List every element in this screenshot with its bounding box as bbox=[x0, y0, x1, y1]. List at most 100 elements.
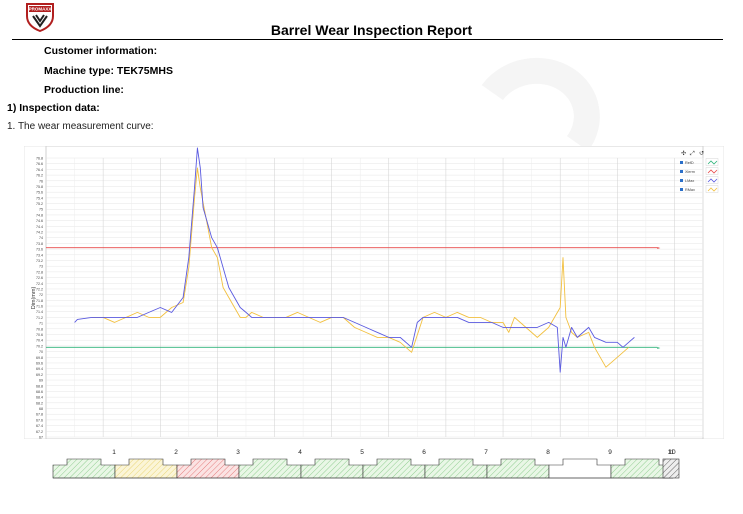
move-icon[interactable]: ✣ bbox=[681, 150, 686, 157]
y-tick-label: 71.4 bbox=[36, 310, 43, 314]
legend-label: RefD bbox=[685, 161, 694, 165]
zone-8: 8 bbox=[486, 449, 550, 479]
y-axis-label: Dim(mm) bbox=[31, 287, 37, 310]
y-tick-label: 69 bbox=[39, 379, 43, 383]
y-tick-label: 67.4 bbox=[36, 424, 43, 428]
y-tick-label: 71.6 bbox=[36, 305, 43, 309]
y-tick-label: 74.6 bbox=[36, 219, 43, 223]
customer-info: Customer information: bbox=[44, 45, 158, 57]
zone-segment bbox=[662, 458, 680, 479]
legend-icon-box bbox=[705, 176, 719, 184]
y-tick-label: 72.6 bbox=[36, 276, 43, 280]
y-tick-label: 70.4 bbox=[36, 339, 43, 343]
reference-line-arrow: ► bbox=[657, 345, 661, 350]
chart-legend: RefD Xlerm LMax RMax bbox=[680, 158, 719, 193]
y-tick-label: 69.4 bbox=[36, 367, 43, 371]
y-tick-labels: 76.876.6 76.4 76.276 75.8 75.675.4 75.2 7574.8… bbox=[36, 157, 43, 440]
legend-icon bbox=[707, 169, 718, 174]
zone-segment bbox=[52, 458, 116, 479]
y-tick-label: 76.8 bbox=[36, 157, 43, 161]
reset-icon[interactable]: ↺ bbox=[699, 150, 704, 157]
zone-3: 3 bbox=[176, 449, 240, 479]
plot-area bbox=[45, 146, 704, 439]
zone-label: 7 bbox=[484, 449, 488, 456]
y-tick-label: 71.8 bbox=[36, 299, 43, 303]
zone-2: 2 bbox=[114, 449, 178, 479]
zoom-icon[interactable]: ⤢ bbox=[690, 150, 695, 157]
legend-icon bbox=[707, 178, 718, 183]
reference-line-arrow: ► bbox=[657, 245, 661, 250]
y-tick-label: 73.2 bbox=[36, 259, 43, 263]
y-tick-label: 74.4 bbox=[36, 225, 43, 229]
machine-type: Machine type: TEK75MHS bbox=[44, 65, 173, 77]
legend-label: RMax bbox=[685, 188, 695, 192]
zone-label: 3 bbox=[236, 449, 240, 456]
y-tick-label: 68.6 bbox=[36, 390, 43, 394]
y-tick-label: 75.4 bbox=[36, 196, 43, 200]
chart-grid bbox=[45, 157, 704, 438]
y-tick-label: 71.2 bbox=[36, 316, 43, 320]
y-tick-label: 69.6 bbox=[36, 361, 43, 365]
y-tick-label: 75.6 bbox=[36, 191, 43, 195]
zone-11: 11 bbox=[662, 449, 680, 479]
y-tick-label: 68.4 bbox=[36, 396, 43, 400]
y-tick-label: 73.8 bbox=[36, 242, 43, 246]
legend-label: LMax bbox=[685, 179, 694, 183]
y-tick-label: 74.8 bbox=[36, 213, 43, 217]
y-tick-label: 72 bbox=[39, 293, 43, 297]
y-tick-label: 75.2 bbox=[36, 202, 43, 206]
zone-label: 4 bbox=[298, 449, 302, 456]
legend-icon-box bbox=[705, 185, 719, 193]
zone-label: 1 bbox=[112, 449, 116, 456]
legend-icon bbox=[707, 160, 718, 165]
zone-label: 2 bbox=[174, 449, 178, 456]
y-tick-label: 68.2 bbox=[36, 401, 43, 405]
zone-segment bbox=[300, 458, 364, 479]
report-title: Barrel Wear Inspection Report bbox=[270, 22, 473, 38]
zone-label: 11 bbox=[668, 449, 675, 456]
zone-7: 7 bbox=[424, 449, 488, 479]
y-tick-label: 67.6 bbox=[36, 418, 43, 422]
series-line-rmax bbox=[91, 167, 629, 368]
zone-segment bbox=[424, 458, 488, 479]
zone-6: 6 bbox=[362, 449, 426, 479]
subsection-wear-curve: 1. The wear measurement curve: bbox=[7, 121, 154, 132]
zone-9: 9 bbox=[548, 449, 612, 479]
zone-label: 8 bbox=[546, 449, 550, 456]
y-tick-label: 71 bbox=[39, 322, 43, 326]
zone-1: 1 bbox=[52, 449, 116, 479]
zone-label: 9 bbox=[608, 449, 612, 456]
y-tick-label: 74 bbox=[39, 236, 43, 240]
zone-5: 5 bbox=[300, 449, 364, 479]
y-tick-label: 70.6 bbox=[36, 333, 43, 337]
y-tick-label: 76.6 bbox=[36, 162, 43, 166]
zone-10: 10 bbox=[610, 449, 676, 479]
zone-segment bbox=[362, 458, 426, 479]
chart-toolbar: ✣ ⤢ ↺ bbox=[681, 150, 704, 157]
y-tick-label: 70 bbox=[39, 350, 43, 354]
y-tick-label: 72.8 bbox=[36, 270, 43, 274]
wear-measurement-chart: ►► 76.876.676.476.27675.875.675.475.2757… bbox=[24, 146, 724, 439]
section-inspection-data: 1) Inspection data: bbox=[7, 102, 100, 114]
promaxx-logo: PROMAXX bbox=[26, 3, 54, 32]
series-line-lmax bbox=[74, 147, 635, 373]
legend-swatch bbox=[680, 161, 683, 164]
y-tick-label: 69.2 bbox=[36, 373, 43, 377]
y-tick-label: 70.8 bbox=[36, 327, 43, 331]
legend-label: Xlerm bbox=[685, 170, 695, 174]
y-tick-label: 69.8 bbox=[36, 356, 43, 360]
legend-swatch bbox=[680, 179, 683, 182]
y-tick-label: 67 bbox=[39, 436, 43, 440]
legend-swatch bbox=[680, 188, 683, 191]
logo-text: PROMAXX bbox=[29, 7, 52, 12]
y-tick-label: 73 bbox=[39, 265, 43, 269]
y-tick-label: 67.8 bbox=[36, 413, 43, 417]
legend-icon-box bbox=[705, 167, 719, 175]
legend-icon bbox=[707, 187, 718, 192]
y-tick-label: 72.4 bbox=[36, 282, 43, 286]
production-line: Production line: bbox=[44, 84, 124, 96]
y-tick-label: 72.2 bbox=[36, 287, 43, 291]
legend-icon-box bbox=[705, 158, 719, 166]
shield-emblem-icon bbox=[32, 14, 48, 28]
